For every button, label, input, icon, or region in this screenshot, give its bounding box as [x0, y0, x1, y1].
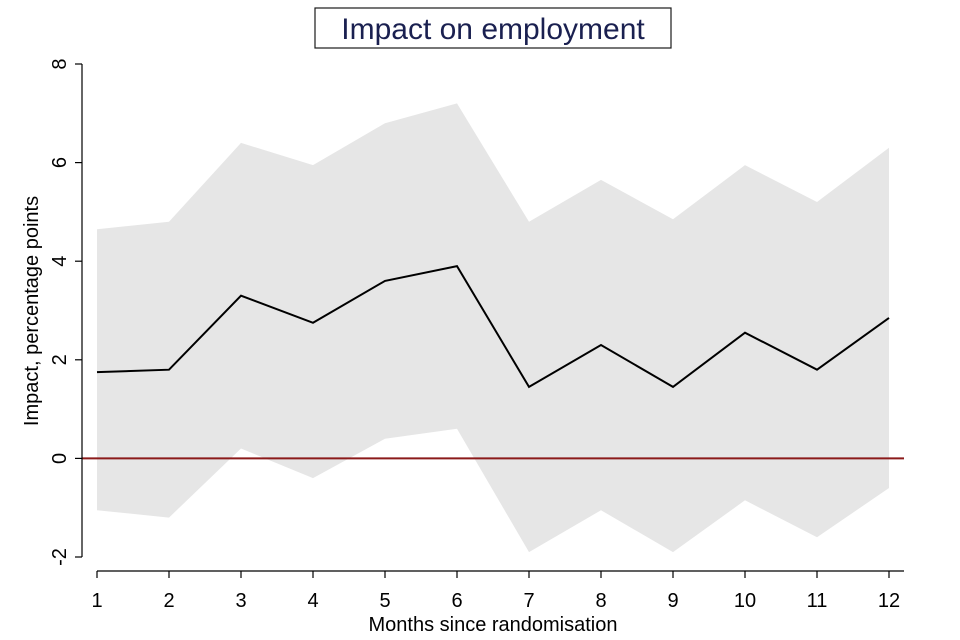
x-tick-label: 11 — [807, 590, 828, 612]
y-tick-label: 0 — [49, 453, 71, 464]
title-frame — [314, 7, 672, 49]
x-tick-label: 5 — [379, 590, 390, 612]
y-tick-label: 6 — [49, 157, 71, 168]
x-tick-label: 1 — [91, 590, 102, 612]
x-tick-label: 3 — [235, 590, 246, 612]
chart-title-box: Impact on employment — [314, 7, 672, 49]
x-axis-label: Months since randomisation — [368, 614, 617, 636]
x-tick-label: 4 — [307, 590, 318, 612]
y-axis-label: Impact, percentage points — [21, 196, 43, 426]
x-tick-label: 7 — [523, 590, 534, 612]
y-tick-label: 4 — [49, 256, 71, 267]
x-axis: 1 2 3 4 5 6 7 8 9 10 11 12 — [91, 570, 904, 612]
x-tick-label: 8 — [595, 590, 606, 612]
y-tick-label: 8 — [49, 58, 71, 69]
chart-title: Impact on employment — [341, 13, 645, 46]
impact-series-line — [96, 264, 890, 389]
x-tick-label: 6 — [451, 590, 462, 612]
x-tick-label: 12 — [878, 590, 900, 612]
y-tick-label: 2 — [49, 354, 71, 365]
x-tick-label: 10 — [734, 590, 756, 612]
x-tick-label: 2 — [163, 590, 174, 612]
y-axis: -2 0 2 4 6 8 — [49, 58, 83, 566]
plot-area — [82, 103, 904, 553]
x-tick-label: 9 — [667, 590, 678, 612]
y-tick-label: -2 — [49, 548, 71, 566]
